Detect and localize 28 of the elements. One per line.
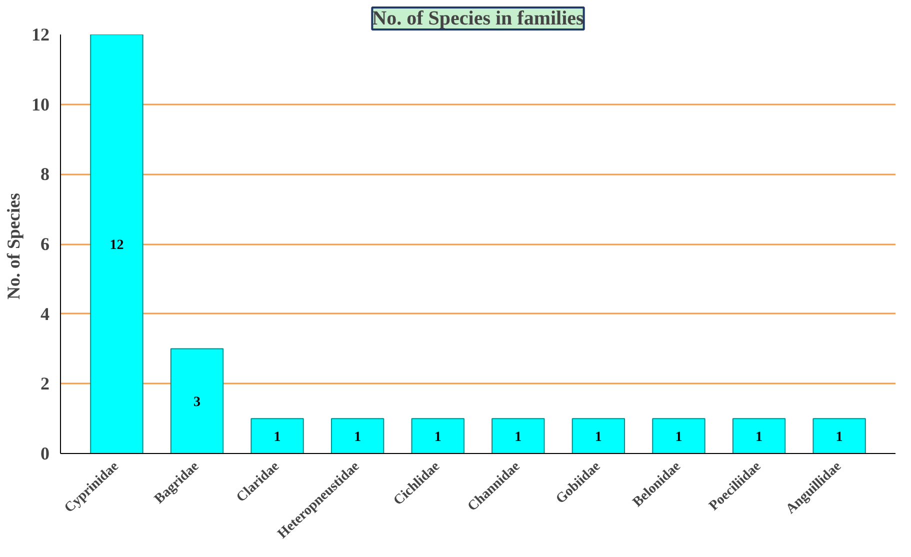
bar xyxy=(90,34,144,454)
y-tick-label: 12 xyxy=(32,24,50,44)
y-tick-label: 8 xyxy=(40,164,50,184)
y-tick-label: 2 xyxy=(40,374,50,394)
y-axis-title: No. of Species xyxy=(4,192,24,300)
y-tick-label: 4 xyxy=(40,304,50,324)
bar xyxy=(732,418,786,454)
data-label: 1 xyxy=(836,430,843,446)
data-label: 12 xyxy=(110,238,124,253)
bar xyxy=(492,418,545,454)
data-label: 1 xyxy=(594,430,602,446)
bar xyxy=(170,348,224,454)
data-label: 1 xyxy=(434,430,442,446)
data-label: 3 xyxy=(193,395,200,410)
data-label: 1 xyxy=(274,430,281,446)
bar xyxy=(250,418,304,454)
bar xyxy=(330,418,384,454)
data-label: 1 xyxy=(756,430,763,446)
y-tick-label: 6 xyxy=(40,234,50,254)
bar xyxy=(411,418,464,454)
data-label: 1 xyxy=(354,430,362,446)
y-tick-label: 10 xyxy=(32,94,50,114)
bar xyxy=(572,418,626,454)
bar xyxy=(812,418,866,454)
data-label: 1 xyxy=(675,430,682,446)
data-label: 1 xyxy=(514,430,522,446)
y-tick-label: 0 xyxy=(40,444,50,464)
bar xyxy=(652,418,706,454)
